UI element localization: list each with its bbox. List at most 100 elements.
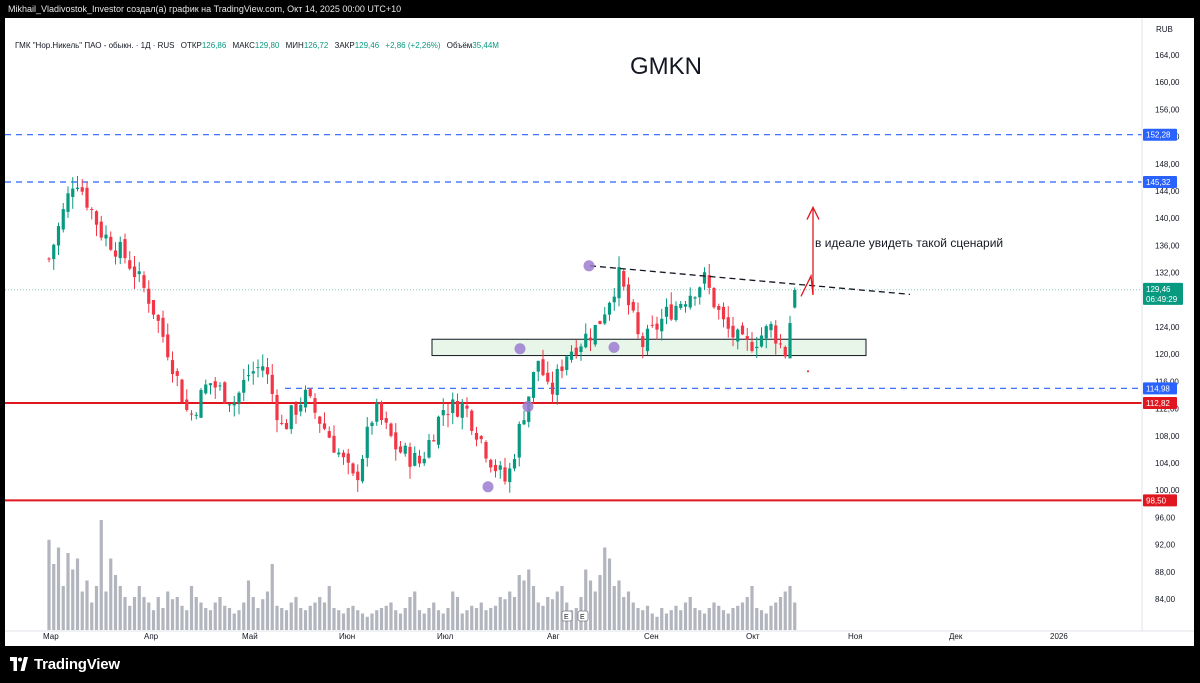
candle-body [460, 402, 464, 418]
event-marker-label: E [580, 614, 585, 621]
candle-body [166, 334, 170, 358]
y-tick-label: 84,00 [1155, 595, 1176, 604]
y-tick-label: 88,00 [1155, 568, 1176, 577]
candle-body [66, 193, 70, 212]
volume-bar [560, 586, 564, 630]
candle-body [308, 389, 312, 397]
volume-bar [275, 605, 279, 630]
change-value: +2,86 (+2,26%) [385, 41, 441, 50]
volume-bar [417, 610, 422, 630]
price-scale[interactable] [1142, 18, 1194, 646]
candle-body [655, 323, 659, 330]
volume-bar [75, 558, 80, 630]
candle-body [56, 226, 61, 246]
volume-bar [142, 597, 146, 630]
volume-bar [66, 553, 70, 630]
candle-body [465, 405, 469, 409]
volume-bar [769, 605, 773, 630]
candle-body [745, 336, 749, 340]
price-level-badge [1143, 128, 1177, 141]
pivot-marker[interactable] [608, 341, 620, 353]
volume-bar [493, 605, 498, 630]
candle-body [275, 395, 279, 421]
y-tick-label: 144,00 [1155, 187, 1180, 196]
x-tick-label: Апр [144, 632, 159, 641]
red-dot [807, 370, 809, 373]
volume-bar [237, 610, 241, 630]
chart-title[interactable]: GMKN [630, 53, 702, 80]
volume-bar [745, 597, 749, 630]
y-tick-label: 156,00 [1155, 105, 1180, 114]
candle-body [299, 404, 303, 412]
pivot-marker[interactable] [583, 260, 595, 272]
volume-bar [52, 564, 56, 630]
volume-bar [99, 520, 103, 630]
resistance-trendline[interactable] [589, 265, 911, 296]
candle-body [256, 367, 260, 369]
pivot-marker[interactable] [522, 401, 534, 413]
volume-bar [351, 605, 355, 630]
volume-bar [90, 602, 94, 630]
candle-body [341, 452, 346, 458]
volume-bar [603, 547, 607, 630]
candle-body [531, 372, 536, 398]
candle-body [360, 458, 365, 482]
pivot-marker[interactable] [514, 343, 526, 355]
volume-bar [303, 610, 308, 630]
last-price-label: 129,46 [1146, 285, 1171, 294]
scenario-arrow[interactable] [800, 208, 814, 297]
candle-body [80, 187, 84, 192]
candle-body [755, 346, 759, 349]
scenario-annotation[interactable]: в идеале увидеть такой сценарий [815, 236, 1003, 250]
volume-bar [726, 613, 730, 630]
volume-bar [394, 610, 398, 630]
chart-canvas[interactable]: в идеале увидеть такой сценарий GMKN E E RU… [5, 18, 1194, 646]
price-level-label: 98,50 [1146, 496, 1167, 505]
candle-body [294, 404, 298, 415]
volume-bar [199, 602, 203, 630]
volume-bar [332, 608, 336, 630]
volume-bar [208, 610, 213, 630]
volume-bar [356, 610, 360, 630]
volume-bar [755, 608, 759, 630]
volume-bar [612, 586, 616, 630]
candle-body [598, 320, 602, 325]
volume-bar [527, 569, 531, 630]
volume-bar [541, 605, 545, 630]
candle-body [398, 446, 403, 453]
candle-body [156, 315, 160, 321]
symbol-name[interactable]: ГМК "Нор.Никель" ПАО - обыкн. · 1Д · RUS [15, 41, 175, 50]
candle-body [147, 288, 151, 304]
pivot-marker[interactable] [482, 481, 494, 493]
volume-bar [479, 602, 483, 630]
close-value: 129,46 [354, 41, 380, 50]
candle-body [702, 272, 707, 284]
volume-bar [151, 610, 156, 630]
volume-bar [227, 608, 232, 630]
candle-body [332, 435, 336, 453]
x-tick-label: Мар [43, 632, 59, 641]
candle-body [721, 306, 726, 320]
y-tick-label: 164,00 [1155, 51, 1180, 60]
price-level-label: 145,32 [1146, 178, 1171, 187]
volume-bar [375, 610, 379, 630]
candle-body [712, 287, 716, 308]
event-marker[interactable] [561, 610, 573, 622]
tradingview-logo-icon [10, 657, 28, 671]
candle-body [370, 422, 374, 427]
volume-bar [327, 586, 331, 630]
volume-bar [175, 597, 179, 630]
candle-body [408, 446, 412, 467]
volume-bar [517, 575, 521, 630]
volume-bar [318, 597, 322, 630]
volume-bar [555, 591, 559, 630]
volume-label: Объём [446, 41, 473, 50]
tradingview-logo[interactable]: TradingView [8, 654, 120, 674]
volume-bar [788, 586, 792, 630]
event-marker[interactable] [577, 610, 589, 622]
candle-body [270, 374, 274, 394]
candle-body [289, 405, 293, 430]
candle-body [351, 463, 355, 474]
volume-bar [71, 569, 75, 630]
